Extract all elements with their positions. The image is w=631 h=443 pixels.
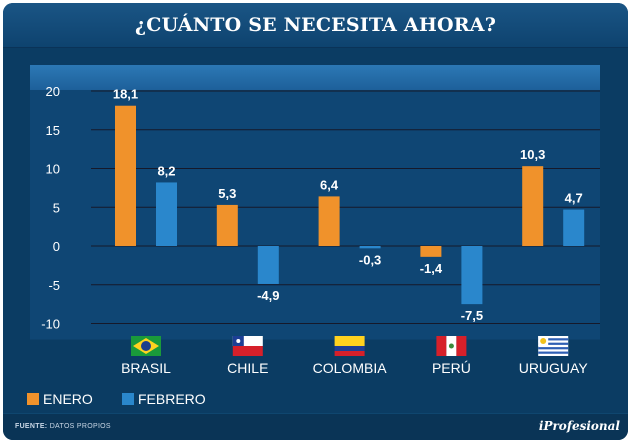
bar-febrero-uruguay: [563, 209, 585, 246]
bar-febrero-chile: [257, 246, 279, 284]
data-label: 18,1: [113, 87, 138, 102]
plot-header-band: [30, 65, 600, 90]
data-label: 6,4: [320, 177, 339, 192]
data-label: -1,4: [420, 261, 443, 276]
flag-peru-icon: [436, 336, 467, 356]
category-label: COLOMBIA: [313, 360, 388, 376]
category-label: PERÚ: [432, 360, 471, 376]
legend-swatch-enero: [27, 393, 39, 405]
bar-febrero-colombia: [359, 246, 381, 249]
source-value: DATOS PROPIOS: [49, 423, 111, 430]
chart-title: ¿CUÁNTO SE NECESITA AHORA?: [3, 3, 628, 48]
chart-plot: 20 15 10 5 0 -5 -10 18,1 8,2 BRASIL 5,3 -4,9 CHILE 6,…: [30, 84, 600, 376]
data-label: 4,7: [565, 191, 583, 206]
source-label: FUENTE:: [15, 423, 48, 430]
category-label: URUGUAY: [519, 360, 589, 376]
legend-label-febrero: FEBRERO: [138, 391, 206, 407]
y-tick-label: -5: [48, 278, 60, 293]
bar-febrero-brasil: [156, 182, 177, 246]
y-tick-label: 0: [53, 239, 60, 254]
chart-card: ¿CUÁNTO SE NECESITA AHORA? 20 15 10 5 0 -5 -10…: [3, 3, 628, 440]
flag-chile-icon: [232, 336, 263, 356]
y-tick-label: 15: [46, 123, 60, 138]
brand-logo: iProfesional: [538, 419, 620, 433]
bar-enero-brasil: [115, 105, 136, 246]
bar-enero-colombia: [318, 196, 340, 246]
y-tick-label: 20: [46, 84, 60, 99]
category-label: CHILE: [227, 360, 268, 376]
bar-enero-perú: [420, 246, 442, 257]
footer: FUENTE: DATOS PROPIOS iProfesional: [3, 413, 628, 440]
bar-febrero-perú: [461, 246, 483, 305]
data-label: 8,2: [157, 163, 175, 178]
data-label: -4,9: [257, 288, 279, 303]
bar-enero-uruguay: [522, 166, 544, 246]
bar-enero-chile: [216, 204, 238, 246]
source-note: FUENTE: DATOS PROPIOS: [15, 423, 111, 430]
data-label: -0,3: [359, 252, 381, 267]
flag-brasil-icon: [131, 336, 161, 356]
y-tick-label: 10: [46, 162, 60, 177]
category-label: BRASIL: [121, 360, 171, 376]
y-tick-label: -10: [41, 317, 60, 332]
data-label: -7,5: [461, 308, 483, 323]
flag-uruguay-icon: [538, 336, 569, 356]
legend-swatch-febrero: [122, 393, 134, 405]
data-label: 5,3: [218, 186, 236, 201]
legend-label-enero: ENERO: [43, 391, 93, 407]
y-tick-label: 5: [53, 200, 60, 215]
data-label: 10,3: [520, 147, 545, 162]
flag-colombia-icon: [334, 336, 365, 356]
